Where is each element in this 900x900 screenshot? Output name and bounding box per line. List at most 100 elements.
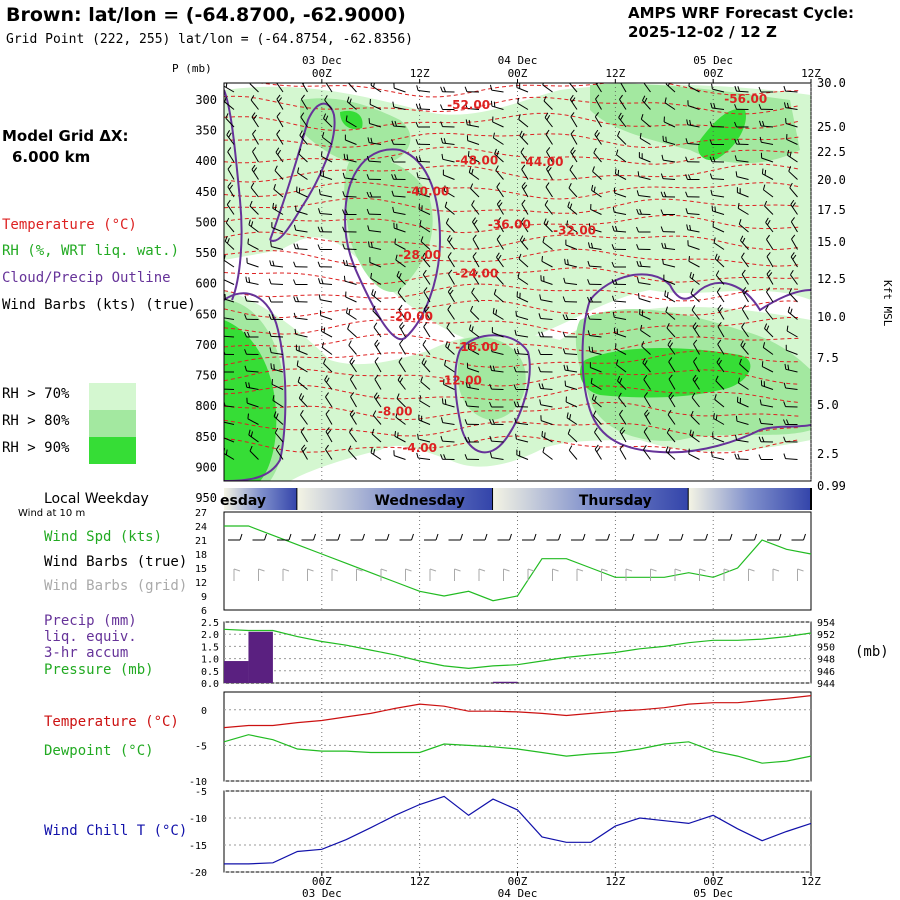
wind-barb-flag [268, 278, 272, 285]
wind-barb-staff [300, 116, 308, 128]
wind-barb-flag [568, 83, 573, 84]
wind-barb [519, 130, 529, 145]
wind-barb-flag [300, 409, 304, 416]
wind-barb-flag [737, 86, 740, 92]
wind-barb-flag [612, 225, 615, 232]
wind-barb-flag [373, 392, 378, 398]
wind-barb-flag [369, 191, 373, 198]
wind-barb-staff [594, 116, 602, 128]
wind-barb-flag [227, 164, 232, 170]
wind-barb-flag [492, 307, 495, 314]
wind-barb-staff [517, 277, 529, 285]
wind-barb-flag [640, 114, 644, 120]
accum-label: 3-hr accum [44, 645, 129, 661]
legend-cloud-outline: Cloud/Precip Outline [2, 270, 171, 286]
wind-barb [300, 427, 308, 443]
wind-barb-flag [370, 242, 373, 248]
wind-barb-flag [737, 396, 739, 403]
wind-barb-staff [320, 175, 333, 180]
wind-barb-staff [295, 210, 308, 215]
wind-barb-flag [288, 533, 292, 541]
wind-barb-flag [625, 568, 633, 572]
wind-barb [759, 418, 774, 425]
wind-barb-staff [421, 362, 431, 373]
wind-barb-staff [614, 316, 627, 320]
wind-barb-staff [224, 85, 235, 93]
wind-barb-flag [269, 260, 272, 266]
wind-barb-flag [367, 137, 370, 143]
wind-barb-flag [493, 101, 496, 108]
wind-barb-staff [614, 332, 627, 338]
wind-barb [593, 410, 602, 425]
wind-barb-flag [759, 399, 762, 405]
pressure-tick-label: 600 [195, 277, 217, 291]
wind-barb-flag [612, 295, 615, 302]
wind-barb [441, 153, 455, 163]
wind-barb-staff [689, 276, 700, 285]
wind-barb [251, 164, 259, 180]
wind-barb-staff [369, 103, 382, 110]
wind-barb-flag [565, 314, 569, 320]
wind-barb [421, 252, 431, 268]
wind-tick-label: 27 [195, 508, 207, 519]
wind-barb-flag [247, 413, 249, 419]
wind-barb [317, 244, 332, 250]
temperature-contour [224, 181, 801, 200]
wind-barb-flag [247, 238, 249, 244]
wind-barb-staff [667, 344, 676, 355]
wind-barb-flag [496, 252, 500, 258]
wind-barb-flag [371, 289, 374, 295]
wind-barb [448, 269, 455, 285]
wind-barb-staff [321, 347, 333, 355]
wind-barb [761, 361, 774, 373]
wind-barb [296, 360, 308, 373]
wind-barb-staff [641, 345, 651, 355]
wind-barb-flag [592, 166, 595, 172]
wind-barb-staff [589, 351, 602, 355]
wind-barb-staff [224, 259, 235, 268]
wind-barb-staff [565, 263, 578, 268]
wind-barb-true [644, 533, 659, 541]
wind-barb-flag [520, 217, 525, 223]
wind-barb-true [718, 533, 733, 541]
wind-barb-staff [345, 296, 357, 303]
wind-barb-staff [491, 89, 504, 93]
wind-barb [273, 184, 284, 198]
wind-barb-flag [293, 312, 297, 319]
wind-barb-grid [650, 568, 657, 581]
wind-barb-flag [710, 451, 713, 457]
wind-barb [741, 252, 749, 268]
wind-barb-staff [540, 387, 553, 390]
pressure-label: Pressure (mb) [44, 662, 154, 678]
wind-barb [691, 392, 700, 408]
wind-barb-staff [324, 99, 333, 110]
wind-barb-flag [611, 244, 615, 250]
wind-barb-flag [736, 187, 738, 193]
wind-barb-flag [786, 325, 789, 332]
wind-barb-staff [790, 204, 798, 215]
wind-barb-flag [342, 209, 345, 215]
wind-barb [496, 199, 504, 215]
pressure-tick-label: 300 [195, 93, 217, 107]
wind-barb [467, 150, 480, 163]
wind-barb-staff [496, 203, 504, 215]
wind-barb-flag [788, 166, 792, 172]
wind-barb-staff [568, 187, 578, 198]
wind-barb-staff [443, 383, 455, 390]
wind-barb [636, 208, 651, 215]
wind-barb-flag [743, 289, 748, 295]
wind-barb-staff [344, 264, 357, 268]
wind-barb-flag [464, 86, 468, 92]
wind-barb-flag [253, 114, 258, 120]
wind-barb-flag [515, 310, 517, 317]
wind-barb-flag [567, 201, 570, 207]
wind-barb-staff [739, 363, 749, 373]
pressure-tick-label: 954 [817, 618, 835, 629]
cloud-outline-path [589, 273, 811, 312]
wind-barb-flag [489, 435, 493, 442]
wind-barb [244, 314, 259, 320]
wind-barb-flag [398, 304, 403, 310]
wind-barb-staff [467, 140, 480, 145]
wind-barb-staff [491, 370, 504, 373]
